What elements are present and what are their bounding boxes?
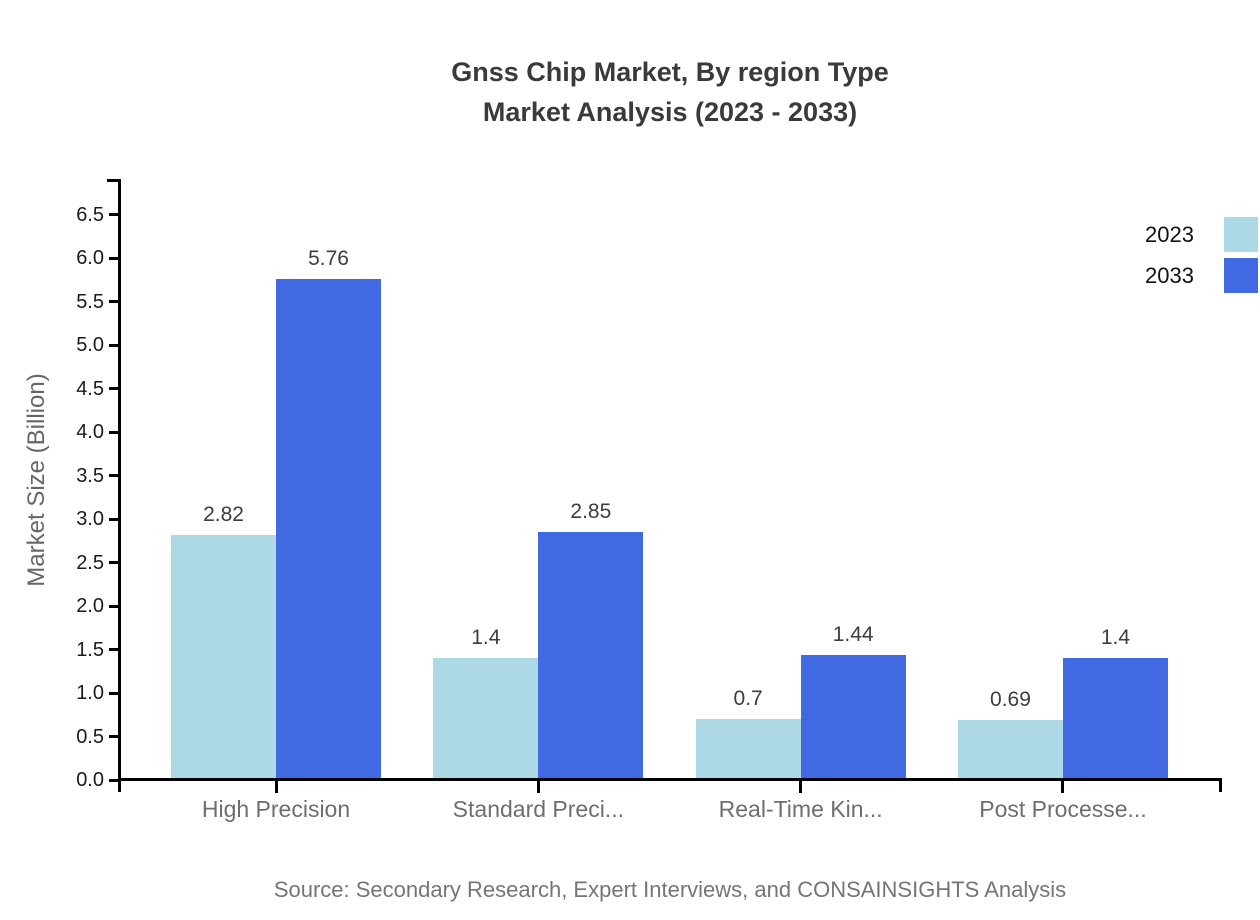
bar-2033-2 (800, 654, 906, 780)
y-tick-label: 0.5 (76, 725, 104, 748)
y-tick-label: 5.0 (76, 334, 104, 356)
x-axis-line (118, 778, 1222, 781)
x-axis-label: Standard Preci... (452, 796, 624, 822)
y-tick (109, 474, 120, 477)
legend: 2023 2033 (1145, 217, 1258, 293)
chart-title-line2: Market Analysis (2023 - 2033) (482, 97, 858, 127)
legend-item-2023: 2023 (1145, 217, 1258, 252)
legend-swatch-icon (1224, 258, 1258, 293)
bar-value-label: 1.4 (471, 626, 501, 650)
y-tick-label: 1.5 (76, 638, 104, 661)
bar-value-label: 1.44 (832, 622, 874, 646)
bar-value-label: 0.69 (990, 687, 1031, 711)
bar-2023-1 (433, 658, 539, 780)
y-tick-label: 4.5 (76, 377, 104, 400)
bar-value-label: 5.76 (308, 246, 349, 270)
y-tick (109, 691, 120, 695)
bar-value-label: 2.82 (203, 502, 244, 526)
x-axis-end-tick (1219, 778, 1222, 792)
legend-label: 2023 (1145, 221, 1194, 247)
y-tick-label: 4.0 (76, 421, 104, 443)
bar-value-label: 0.7 (733, 687, 763, 711)
y-tick-label: 6.0 (76, 247, 104, 269)
x-tick (1061, 781, 1065, 793)
y-tick (109, 517, 120, 521)
legend-label: 2033 (1145, 262, 1194, 288)
y-tick-label: 6.5 (76, 203, 104, 226)
y-tick (109, 300, 120, 303)
source-note: Source: Secondary Research, Expert Inter… (273, 877, 1067, 902)
bar-2023-2 (695, 719, 801, 780)
y-axis-line (118, 180, 121, 792)
y-tick-label: 0.0 (76, 769, 104, 791)
y-tick (109, 648, 120, 651)
x-axis-label: Real-Time Kin... (718, 796, 883, 822)
chart-title: Gnss Chip Market, By region Type Market … (120, 52, 1220, 132)
y-tick-label: 3.5 (76, 464, 104, 487)
bar-2033-1 (538, 532, 644, 780)
x-tick (274, 781, 278, 793)
x-axis-label: High Precision (201, 796, 351, 822)
y-tick (109, 735, 120, 738)
y-tick-label: 2.0 (76, 595, 104, 617)
x-tick (536, 781, 540, 793)
legend-item-2033: 2033 (1145, 258, 1258, 293)
bar-2023-0 (171, 534, 276, 780)
y-axis-end-tick (107, 179, 121, 182)
bar-2033-0 (276, 278, 381, 780)
legend-swatch-icon (1224, 217, 1258, 252)
bar-value-label: 1.4 (1100, 626, 1131, 650)
y-tick (109, 561, 120, 564)
y-tick-label: 3.0 (76, 508, 104, 530)
x-axis-label: Post Processe... (979, 796, 1147, 822)
y-tick-label: 2.5 (76, 551, 104, 574)
y-tick-label: 1.0 (76, 682, 104, 704)
y-tick (109, 213, 120, 216)
bar-value-label: 2.85 (570, 500, 612, 524)
chart-title-line1: Gnss Chip Market, By region Type (451, 57, 889, 87)
y-tick (109, 387, 120, 390)
x-tick (799, 781, 803, 793)
y-tick (109, 604, 120, 608)
bar-2033-3 (1062, 658, 1168, 780)
bar-2023-3 (957, 719, 1063, 780)
y-tick-label: 5.5 (76, 290, 104, 313)
y-tick (109, 343, 120, 347)
y-tick (109, 778, 120, 782)
y-tick (109, 430, 120, 434)
y-tick (109, 256, 120, 260)
